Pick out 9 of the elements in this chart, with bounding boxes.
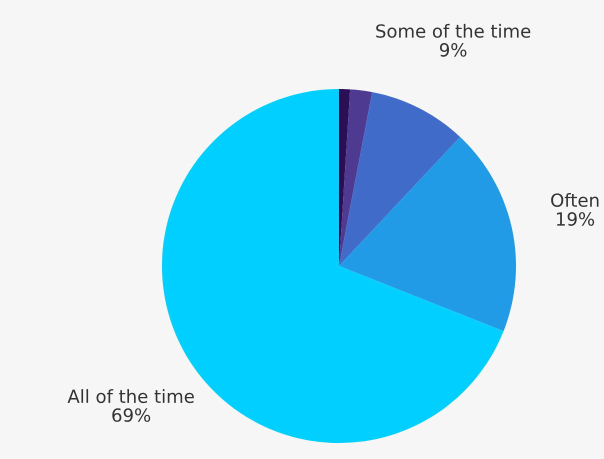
data-label: 69% <box>112 408 150 422</box>
data-label: 9% <box>440 43 466 57</box>
pie-slice <box>339 136 516 332</box>
slice-label: Often <box>551 193 598 207</box>
slice-label: Some of the time <box>376 24 530 38</box>
pie-slice <box>339 89 372 266</box>
slice-label: All of the time <box>68 389 194 404</box>
data-label: 19% <box>556 212 594 226</box>
pie-slice <box>339 92 460 266</box>
